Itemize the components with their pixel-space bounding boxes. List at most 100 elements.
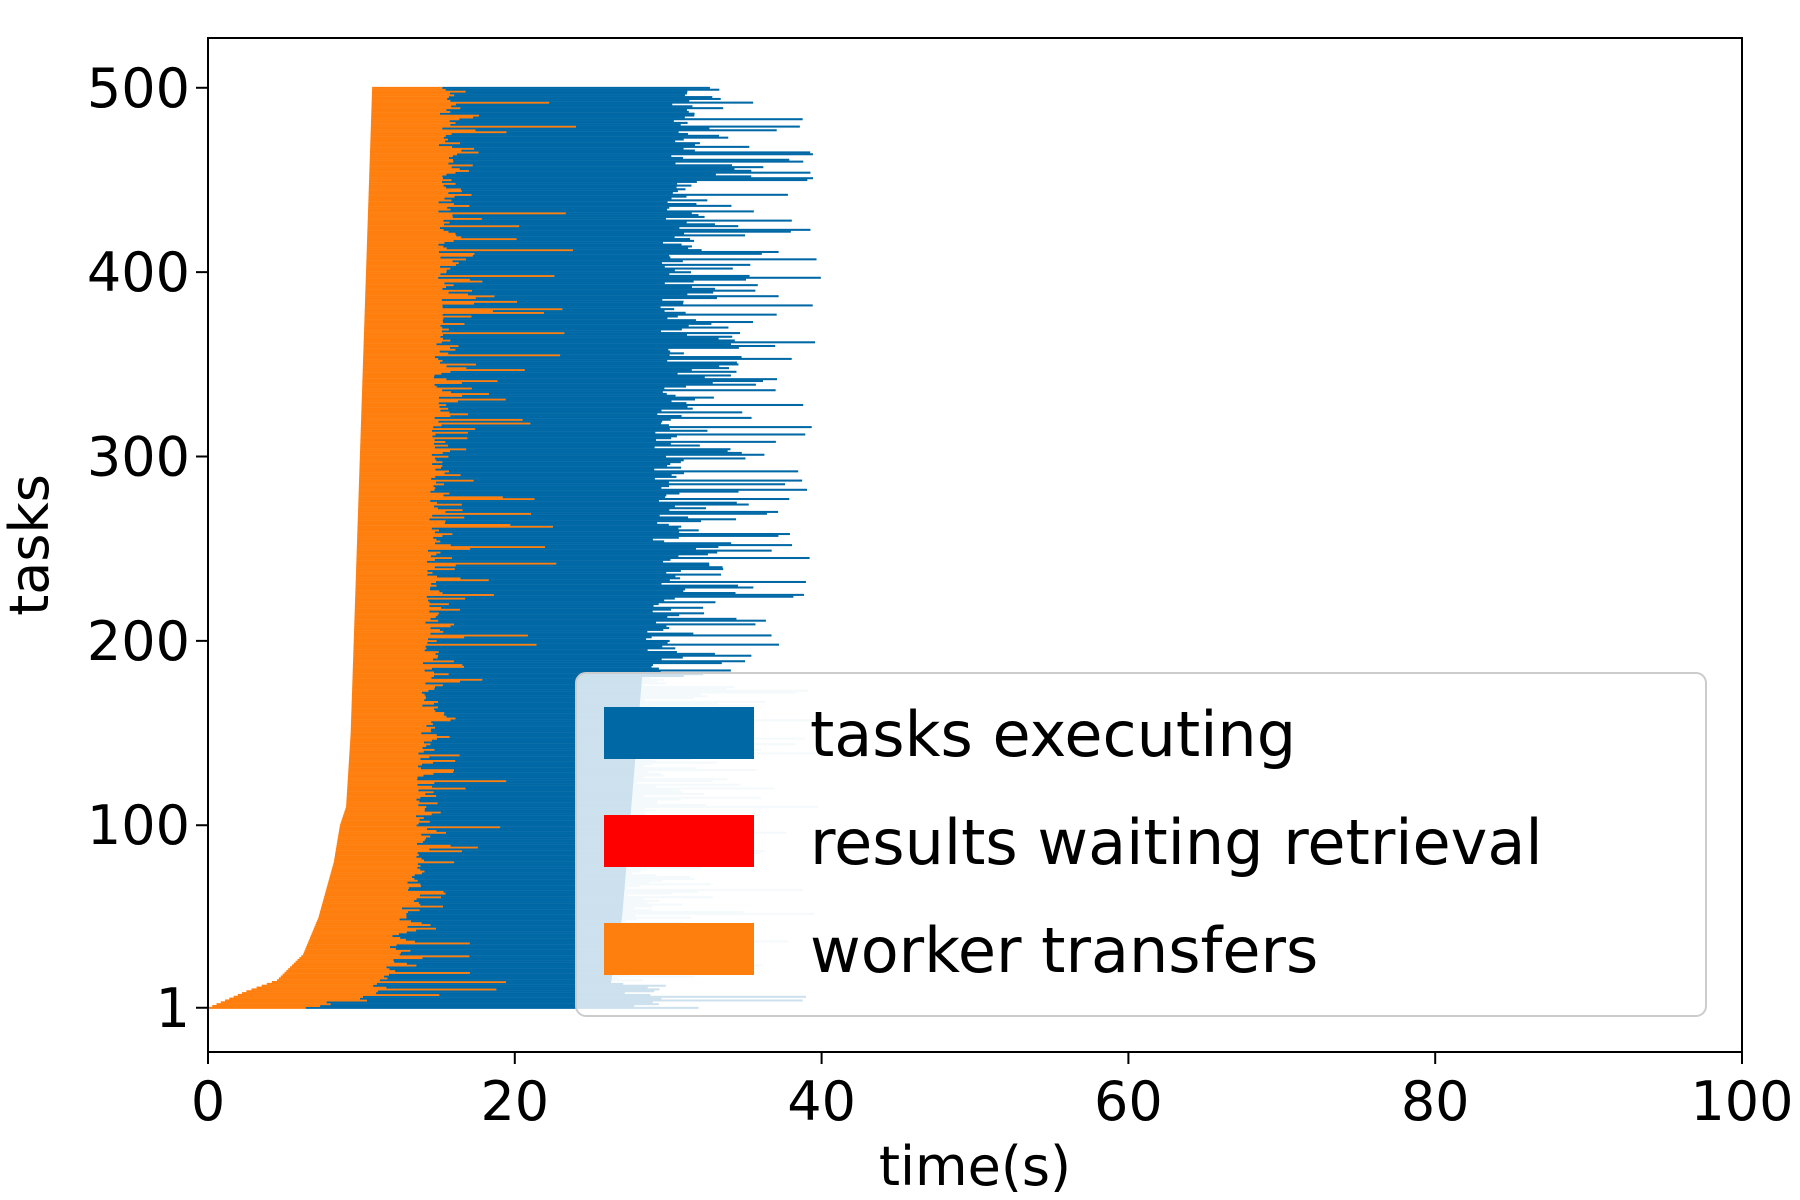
transfer-bar <box>346 792 426 796</box>
execution-bar <box>423 741 637 744</box>
execution-bar <box>433 442 671 445</box>
execution-bar <box>434 566 723 569</box>
execution-bar <box>470 547 696 550</box>
transfer-bar <box>354 608 460 611</box>
transfer-bar <box>363 341 442 344</box>
transfer-bar <box>361 415 451 418</box>
execution-bar <box>444 472 685 475</box>
execution-bar <box>502 496 666 499</box>
transfer-bar <box>354 603 449 606</box>
transfer-bar <box>367 238 517 241</box>
execution-bar <box>414 899 624 902</box>
execution-bar <box>449 120 674 123</box>
execution-bar <box>421 763 635 766</box>
transfer-bar <box>303 951 402 954</box>
transfer-bar <box>362 383 435 386</box>
transfer-bar <box>313 927 436 930</box>
transfer-bar <box>368 188 461 191</box>
transfer-bar <box>350 722 433 725</box>
transfer-bar <box>366 258 466 261</box>
transfer-bar <box>355 579 489 582</box>
transfer-bar <box>333 863 418 866</box>
execution-bar <box>452 260 683 263</box>
transfer-bar <box>353 654 438 657</box>
execution-bar <box>417 783 634 786</box>
transfer-bar <box>370 129 476 132</box>
execution-bar <box>440 551 718 554</box>
transfer-bar <box>347 780 507 783</box>
transfer-bar <box>361 405 440 408</box>
transfer-bar <box>357 538 437 541</box>
transfer-bar <box>363 332 565 335</box>
transfer-bar <box>363 343 437 346</box>
execution-bar <box>432 658 662 661</box>
execution-bar <box>447 206 670 209</box>
execution-bar <box>437 501 737 504</box>
transfer-bar <box>321 907 402 910</box>
execution-bar <box>440 324 689 327</box>
execution-bar <box>488 392 667 395</box>
execution-bar <box>455 232 685 235</box>
execution-bar <box>442 461 681 464</box>
transfer-bar <box>367 219 444 222</box>
transfer-bar <box>359 468 436 471</box>
transfer-bar <box>365 273 441 276</box>
x-tick-label: 80 <box>1401 1070 1470 1133</box>
execution-bar <box>445 831 630 834</box>
execution-bar <box>572 249 702 252</box>
transfer-bar <box>337 840 423 843</box>
execution-bar <box>423 750 636 753</box>
transfer-bar <box>366 267 451 270</box>
execution-bar <box>434 671 661 674</box>
execution-bar <box>430 617 737 620</box>
y-tick-label: 300 <box>87 426 190 489</box>
transfer-bar <box>311 933 399 936</box>
transfer-bar <box>354 627 431 630</box>
transfer-bar <box>349 745 427 748</box>
execution-bar <box>435 652 715 655</box>
execution-bar <box>488 579 670 582</box>
transfer-bar <box>363 339 451 342</box>
execution-bar <box>425 792 633 796</box>
execution-bar <box>451 132 688 135</box>
transfer-bar <box>323 899 415 902</box>
transfer-bar <box>310 934 393 937</box>
transfer-bar <box>351 702 434 705</box>
transfer-bar <box>349 746 423 749</box>
transfer-bar <box>358 492 450 495</box>
transfer-bar <box>359 481 436 484</box>
transfer-bar <box>370 136 444 139</box>
transfer-bar <box>346 796 421 799</box>
transfer-bar <box>347 787 466 790</box>
transfer-bar <box>364 324 441 327</box>
execution-bar <box>517 300 684 303</box>
execution-bar <box>455 564 710 567</box>
execution-bar <box>482 280 694 283</box>
y-tick-label: 100 <box>87 794 190 857</box>
execution-bar <box>453 203 697 206</box>
execution-bar <box>536 643 780 646</box>
transfer-bar <box>369 173 447 176</box>
transfer-bar <box>309 938 406 941</box>
transfer-bar <box>353 647 427 650</box>
transfer-bar <box>355 599 428 602</box>
transfer-bar <box>336 846 478 849</box>
execution-bar <box>456 234 746 237</box>
execution-bar <box>429 601 716 604</box>
transfer-bar <box>364 311 544 314</box>
transfer-bar <box>353 632 431 635</box>
transfer-bar <box>367 234 457 237</box>
transfer-bar <box>357 534 443 537</box>
execution-bar <box>389 945 618 949</box>
execution-bar <box>439 361 737 364</box>
transfer-bar <box>369 153 457 156</box>
execution-bar <box>505 398 695 401</box>
transfer-bar <box>359 477 432 480</box>
execution-bar <box>453 284 758 287</box>
transfer-bar <box>353 636 465 639</box>
transfer-bar <box>363 333 443 336</box>
transfer-bar <box>370 149 462 152</box>
execution-bar <box>445 892 625 895</box>
transfer-bar <box>363 356 436 359</box>
execution-bar <box>432 435 677 438</box>
